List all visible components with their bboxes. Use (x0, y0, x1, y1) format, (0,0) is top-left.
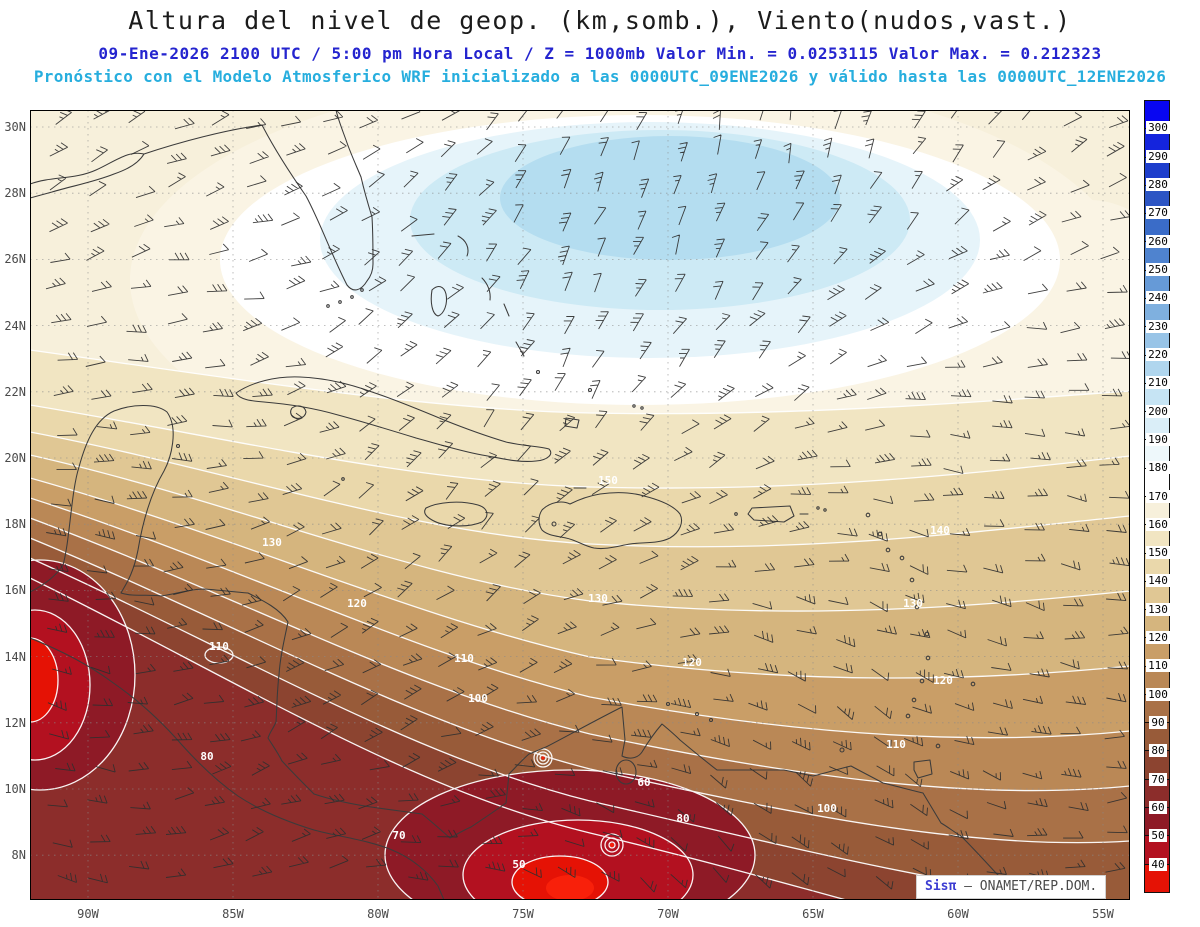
colorbar-cell (1145, 863, 1169, 892)
colorbar-cell (1145, 495, 1169, 525)
map-frame (30, 110, 1130, 900)
contour-label: 110 (209, 640, 229, 653)
watermark-brand: Sisπ (925, 879, 957, 894)
lat-tick-label: 16N (4, 583, 26, 598)
colorbar-cell (1145, 693, 1169, 723)
contour-label: 100 (468, 692, 488, 705)
contour-label: 140 (930, 524, 950, 537)
colorbar-cell (1145, 807, 1169, 836)
colorbar-cell (1145, 128, 1169, 157)
contour-label: 120 (347, 597, 367, 610)
contour-label: 150 (598, 474, 618, 487)
contour-label: 70 (392, 829, 405, 842)
lon-tick-label: 85W (222, 907, 244, 921)
map-canvas: 150 140 130 130 130 120 120 120 110 110 110 100 100 8… (30, 110, 1130, 900)
contour-label: 100 (817, 802, 837, 815)
watermark-org: — ONAMET/REP.DOM. (964, 879, 1098, 894)
colorbar-cell (1145, 467, 1169, 496)
colorbar-cell (1145, 835, 1169, 864)
colorbar-cell (1145, 411, 1169, 440)
contour-label: 110 (886, 738, 906, 751)
lat-tick-label: 10N (4, 782, 26, 796)
colorbar-cell (1145, 778, 1169, 808)
lon-tick-label: 80W (367, 907, 389, 921)
lat-tick-label: 18N (4, 517, 26, 532)
subtitle-model: Pronóstico con el Modelo Atmosferico WRF… (33, 67, 1167, 86)
wind-barb-layer (45, 110, 1130, 893)
lat-tick-label: 26N (4, 252, 26, 267)
lon-tick-label: 90W (77, 907, 99, 921)
colorbar-cell (1145, 326, 1169, 355)
colorbar-cell (1145, 524, 1169, 553)
lon-tick-label: 70W (657, 907, 679, 921)
colorbar-cell (1145, 184, 1169, 214)
contour-bullseye-layer (541, 756, 614, 847)
contour-label: 130 (262, 536, 282, 549)
contour-label: 80 (200, 750, 213, 763)
lat-tick-label: 12N (4, 715, 26, 730)
colorbar-cell (1145, 439, 1169, 468)
coastline-layer (30, 110, 1023, 900)
colorbar-cell (1145, 101, 1169, 129)
lat-tick-label: 14N (4, 649, 26, 664)
page-title: Altura del nivel de geop. (km,somb.), Vi… (128, 6, 1072, 35)
lat-tick-label: 28N (4, 186, 26, 201)
colorbar-strip (1144, 100, 1170, 893)
colorbar-cell (1145, 156, 1169, 185)
lon-tick-label: 60W (947, 907, 969, 921)
colorbar-cell (1145, 382, 1169, 412)
colorbar-cell (1145, 241, 1169, 270)
contour-label: 120 (933, 674, 953, 687)
shading-layer (30, 110, 1130, 900)
colorbar-cell (1145, 580, 1169, 610)
contour-label: 110 (454, 652, 474, 665)
colorbar-cell (1145, 665, 1169, 694)
lat-tick-label: 22N (4, 384, 26, 399)
colorbar-cell (1145, 269, 1169, 298)
contour-label: 130 (588, 592, 608, 605)
lat-tick-label: 20N (4, 451, 26, 465)
contour-label: 60 (637, 776, 650, 789)
contour-label-layer: 150 140 130 130 130 120 120 120 110 110 110 100 100 8… (200, 474, 953, 871)
lat-tick-label: 30N (4, 120, 26, 134)
contour-label: 80 (676, 812, 689, 825)
lat-tick-label: 8N (11, 848, 26, 863)
lon-tick-label: 65W (802, 907, 824, 921)
colorbar-cell (1145, 750, 1169, 779)
colorbar-cell (1145, 722, 1169, 751)
lon-tick-label: 55W (1092, 907, 1114, 921)
colorbar-cell (1145, 213, 1169, 242)
lat-tick-label: 24N (4, 318, 26, 333)
contour-label: 120 (682, 656, 702, 669)
colorbar-cell (1145, 297, 1169, 327)
colorbar-cell (1145, 609, 1169, 638)
lon-tick-label: 75W (512, 907, 534, 921)
contour-label: 130 (903, 597, 923, 610)
colorbar-cell (1145, 552, 1169, 581)
contour-label: 50 (512, 858, 525, 871)
colorbar-cell (1145, 354, 1169, 383)
colorbar-cell (1145, 637, 1169, 666)
watermark: Sisπ — ONAMET/REP.DOM. (916, 875, 1107, 899)
subtitle-datetime: 09-Ene-2026 2100 UTC / 5:00 pm Hora Loca… (98, 44, 1102, 63)
